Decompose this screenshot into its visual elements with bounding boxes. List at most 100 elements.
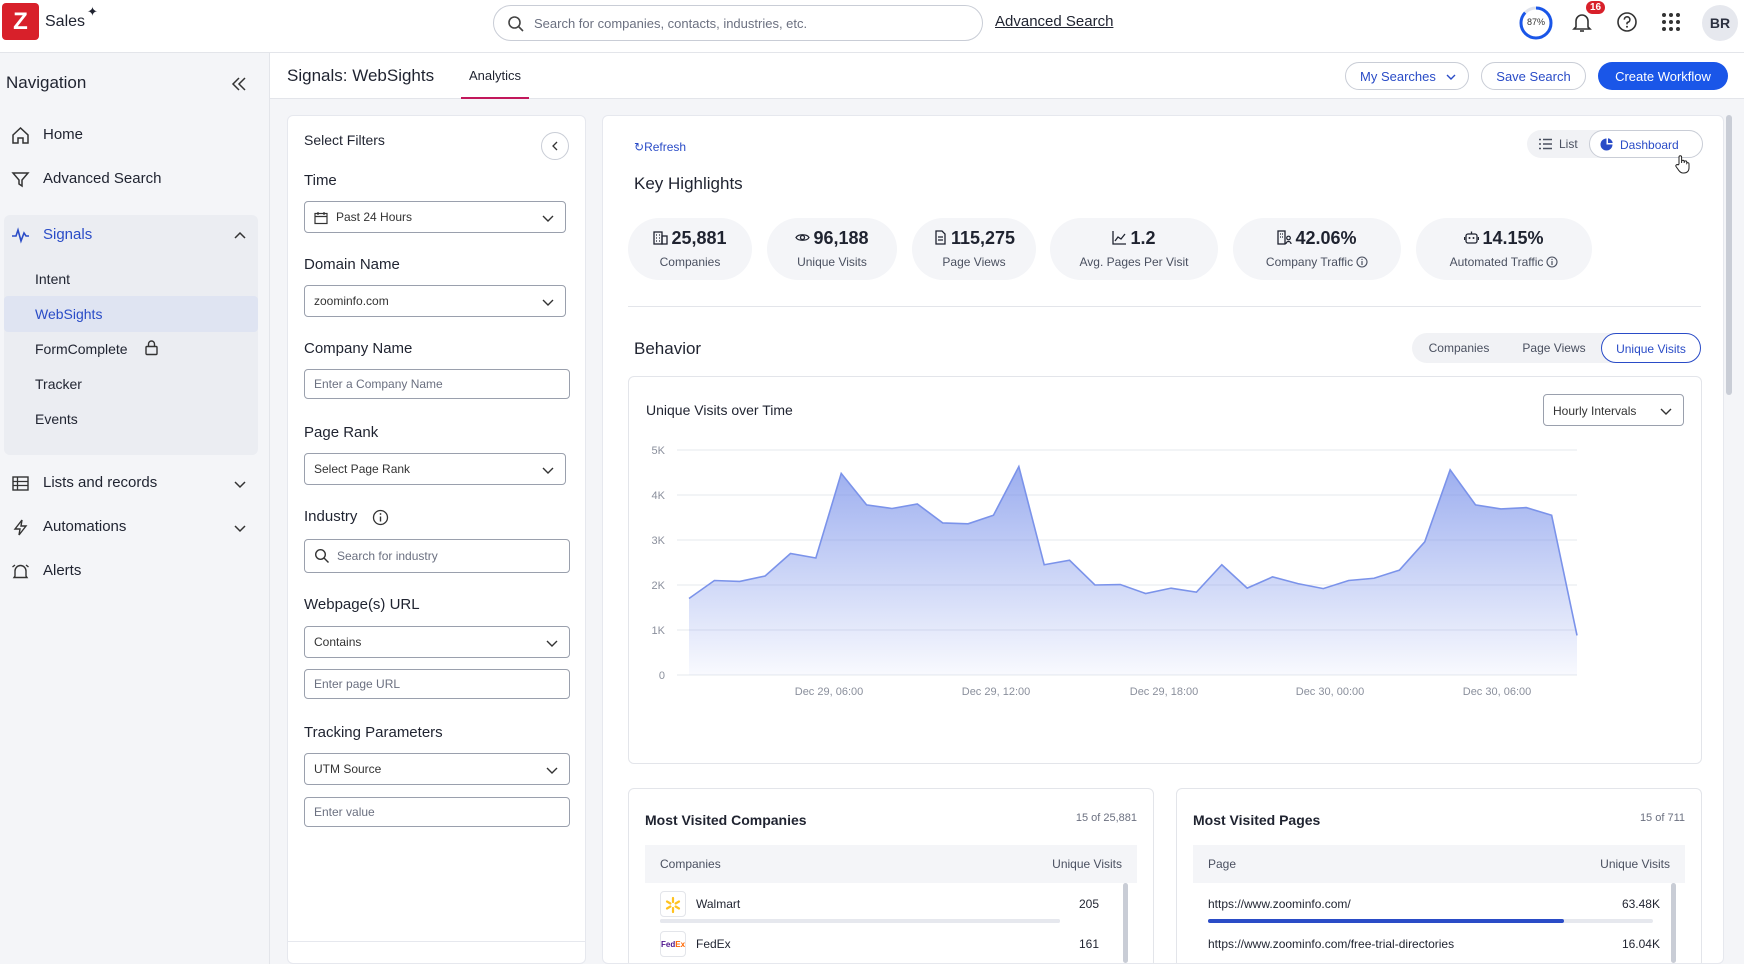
user-avatar[interactable]: BR — [1702, 5, 1738, 41]
zoominfo-logo[interactable]: Z — [2, 3, 39, 40]
interval-value: Hourly Intervals — [1553, 404, 1637, 418]
nav-home-label: Home — [43, 126, 84, 143]
lock-icon — [145, 340, 158, 356]
navigation-sidebar: Navigation Home Advanced Search Signals … — [0, 53, 270, 964]
dashboard-panel: ↻Refresh List Dashboard Key Highlights 2… — [602, 115, 1724, 964]
refresh-label: Refresh — [644, 140, 687, 154]
unique-visits-area-chart: 0 1K 2K 3K 4K 5K Dec 29, 06:00 Dec 29, 12:00 Dec… — [652, 445, 1578, 698]
industry-search[interactable] — [304, 539, 570, 573]
bell-icon[interactable] — [1570, 10, 1594, 34]
time-value: Past 24 Hours — [336, 210, 413, 224]
nav-item-advanced-search[interactable]: Advanced Search — [0, 159, 260, 199]
industry-search-input[interactable] — [337, 547, 557, 565]
behavior-tab-companies[interactable]: Companies — [1428, 341, 1490, 355]
collapse-nav-icon[interactable] — [230, 75, 248, 93]
chevron-down-icon — [542, 467, 554, 474]
x-tick-label: Dec 29, 18:00 — [1130, 686, 1199, 698]
page-scrollbar[interactable] — [1726, 115, 1732, 395]
chevron-up-icon[interactable] — [232, 228, 248, 244]
tracking-param-select[interactable]: UTM Source — [304, 753, 570, 785]
nav-sub-websights[interactable]: WebSights — [4, 296, 258, 332]
chevron-down-icon — [542, 299, 554, 306]
app-grid-icon[interactable] — [1661, 12, 1681, 32]
info-icon[interactable] — [1546, 256, 1558, 268]
pages-table-count: 15 of 711 — [1639, 812, 1685, 824]
behavior-tab-unique-visits[interactable]: Unique Visits — [1601, 333, 1701, 363]
table-scrollbar[interactable] — [1123, 883, 1128, 963]
table-row[interactable]: Walmart 205 — [645, 885, 1137, 925]
x-tick-label: Dec 30, 06:00 — [1463, 686, 1532, 698]
table-row[interactable]: https://www.zoominfo.com/ 63.48K — [1193, 885, 1685, 925]
lightning-icon — [13, 519, 28, 536]
collapse-filters-button[interactable] — [541, 132, 569, 160]
nav-sub-formcomplete[interactable]: FormComplete — [4, 331, 258, 367]
column-header-unique-visits[interactable]: Unique Visits — [1052, 857, 1122, 871]
domain-label: Domain Name — [304, 256, 400, 273]
visits-bar-track — [660, 919, 1060, 923]
nav-item-home[interactable]: Home — [0, 115, 260, 155]
search-icon — [314, 548, 329, 563]
help-icon[interactable] — [1616, 11, 1638, 33]
info-icon[interactable] — [372, 509, 389, 526]
page-rank-select[interactable]: Select Page Rank — [304, 453, 566, 485]
view-list-label: List — [1559, 137, 1578, 151]
save-search-button[interactable]: Save Search — [1481, 62, 1586, 90]
kpi-value: 25,881 — [671, 228, 727, 248]
tracking-value-input[interactable] — [304, 797, 570, 827]
tab-analytics[interactable]: Analytics — [461, 53, 530, 99]
page-url[interactable]: https://www.zoominfo.com/ — [1208, 897, 1351, 911]
series-line[interactable] — [688, 464, 1578, 636]
nav-item-signals[interactable]: Signals — [0, 215, 260, 255]
chevron-down-icon[interactable] — [232, 476, 248, 492]
kpi-unique-visits: 96,188 Unique Visits — [767, 218, 897, 280]
my-searches-label: My Searches — [1360, 68, 1436, 84]
interval-select[interactable]: Hourly Intervals — [1543, 394, 1684, 426]
x-tick-label: Dec 30, 00:00 — [1296, 686, 1365, 698]
page-visits: 16.04K — [1621, 937, 1660, 951]
nav-item-alerts[interactable]: Alerts — [0, 551, 260, 591]
table-row[interactable]: https://www.zoominfo.com/free-trial-dire… — [1193, 925, 1685, 963]
kpi-page-views: 115,275 Page Views — [912, 218, 1036, 280]
global-search[interactable] — [493, 5, 983, 41]
company-name[interactable]: FedEx — [696, 937, 731, 951]
my-searches-button[interactable]: My Searches — [1345, 62, 1469, 90]
column-header-unique-visits[interactable]: Unique Visits — [1600, 857, 1670, 871]
y-tick-label: 4K — [652, 490, 666, 502]
behavior-tab-page-views[interactable]: Page Views — [1522, 341, 1586, 355]
pages-table-header: Page Unique Visits — [1193, 845, 1685, 883]
table-row[interactable]: FedEx FedEx 161 — [645, 925, 1137, 963]
webpage-url-label: Webpage(s) URL — [304, 596, 420, 613]
table-scrollbar[interactable] — [1671, 883, 1676, 963]
view-dashboard-button[interactable]: Dashboard — [1589, 130, 1703, 158]
info-icon[interactable] — [1356, 256, 1368, 268]
company-name[interactable]: Walmart — [696, 897, 741, 911]
url-match-select[interactable]: Contains — [304, 626, 570, 658]
global-search-input[interactable] — [534, 12, 964, 34]
view-list-button[interactable]: List — [1527, 130, 1591, 158]
column-header-companies[interactable]: Companies — [660, 857, 721, 871]
advanced-search-link[interactable]: Advanced Search — [995, 13, 1114, 30]
signals-pulse-icon — [12, 227, 29, 244]
nav-sub-tracker[interactable]: Tracker — [4, 366, 258, 402]
page-url-input[interactable] — [304, 669, 570, 699]
refresh-button[interactable]: ↻Refresh — [634, 140, 687, 154]
sparkle-icon: ✦ — [87, 4, 98, 19]
kpi-label: Companies — [659, 255, 721, 269]
nav-sub-intent[interactable]: Intent — [4, 261, 258, 297]
nav-item-automations[interactable]: Automations — [0, 507, 260, 547]
page-url[interactable]: https://www.zoominfo.com/free-trial-dire… — [1208, 937, 1455, 951]
page-rank-value: Select Page Rank — [314, 462, 411, 476]
create-workflow-button[interactable]: Create Workflow — [1598, 62, 1728, 90]
trend-icon — [1112, 231, 1127, 245]
domain-select[interactable]: zoominfo.com — [304, 285, 566, 317]
visits-bar-track — [1208, 919, 1653, 923]
nav-sub-events[interactable]: Events — [4, 401, 258, 437]
company-name-input[interactable] — [304, 369, 570, 399]
time-select[interactable]: Past 24 Hours — [304, 201, 566, 233]
kpi-label: Page Views — [942, 255, 1006, 269]
chevron-down-icon[interactable] — [232, 520, 248, 536]
chart-title: Unique Visits over Time — [646, 402, 793, 418]
profile-progress[interactable]: 87% — [1518, 5, 1554, 41]
column-header-page[interactable]: Page — [1208, 857, 1237, 871]
nav-item-lists[interactable]: Lists and records — [0, 463, 260, 503]
